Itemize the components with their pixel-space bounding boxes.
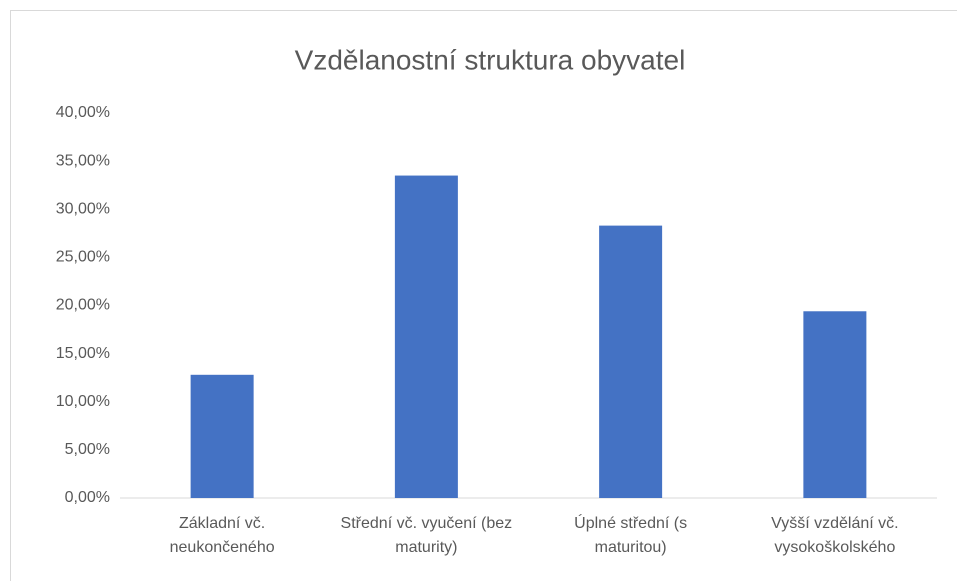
y-tick-label: 10,00%	[56, 393, 110, 410]
x-tick-label: Úplné střední (s maturitou)	[574, 515, 688, 556]
y-tick-label: 35,00%	[56, 152, 110, 169]
bar	[394, 175, 458, 498]
y-tick-label: 15,00%	[56, 345, 110, 362]
y-tick-label: 5,00%	[65, 441, 110, 458]
y-tick-label: 40,00%	[56, 104, 110, 121]
y-tick-label: 25,00%	[56, 249, 110, 266]
chart-title: Vzdělanostní struktura obyvatel	[295, 44, 686, 75]
x-tick-label: Vyšší vzdělání vč. vysokoškolského	[771, 515, 899, 556]
x-tick-label: Základní vč. neukončeného	[169, 515, 275, 556]
bar	[803, 311, 867, 498]
bar	[599, 225, 663, 499]
chart-border	[10, 10, 957, 581]
bar	[190, 374, 254, 498]
y-tick-label: 20,00%	[56, 297, 110, 314]
y-tick-label: 0,00%	[65, 489, 110, 506]
x-tick-label: Střední vč. vyučení (bez maturity)	[340, 515, 513, 556]
y-tick-label: 30,00%	[56, 200, 110, 217]
